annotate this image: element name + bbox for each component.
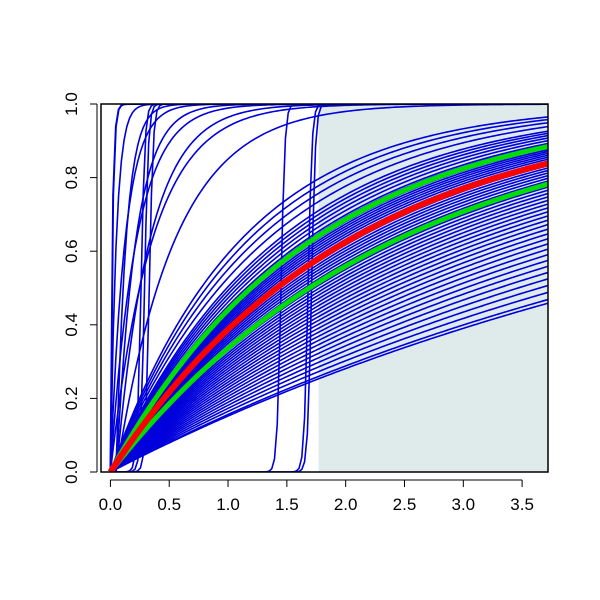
ensemble-curve	[109, 118, 548, 472]
series-layer	[107, 104, 548, 472]
ensemble-curve	[109, 211, 548, 472]
ensemble-curve	[109, 253, 548, 472]
ensemble-curve	[109, 219, 548, 472]
mean-curve	[107, 160, 548, 472]
ensemble-curve	[109, 196, 548, 472]
band-curve	[108, 181, 548, 472]
band-curve	[108, 144, 548, 472]
ensemble-curve	[109, 152, 548, 472]
ensemble-curve	[109, 134, 548, 472]
y-tick-label: 0.2	[62, 387, 81, 411]
ensemble-curve	[109, 137, 548, 472]
x-tick-label: 1.0	[216, 495, 240, 514]
ensemble-curve	[109, 189, 548, 472]
ensemble-curve	[109, 154, 548, 472]
x-tick-label: 2.0	[334, 495, 358, 514]
x-tick-label: 2.5	[393, 495, 417, 514]
plot-frame	[100, 103, 549, 473]
x-tick-label: 1.5	[275, 495, 299, 514]
ensemble-curve	[109, 169, 548, 472]
ensemble-curve	[109, 243, 548, 472]
ensemble-curve	[109, 271, 548, 472]
ensemble-curve	[109, 203, 548, 472]
x-axis: 0.0 0.5 1.0 1.5 2.0 2.5 3.0 3.5	[99, 479, 534, 514]
ensemble-fast-curve	[109, 104, 548, 472]
y-tick-label: 0.0	[62, 460, 81, 484]
x-tick-label: 0.0	[99, 495, 123, 514]
ensemble-curve	[109, 172, 548, 472]
y-tick-label: 1.0	[62, 92, 81, 116]
ensemble-curve	[109, 139, 548, 472]
ensemble-curve	[110, 302, 548, 472]
ensemble-curve	[109, 215, 548, 472]
x-tick-label: 3.5	[510, 495, 534, 514]
ensemble-curve	[109, 259, 548, 472]
ensemble-curve	[109, 248, 548, 472]
ensemble-curve	[109, 223, 548, 472]
ensemble-curve	[109, 228, 548, 472]
ensemble-curve	[109, 265, 548, 472]
ensemble-curve	[109, 238, 548, 472]
ensemble-curve	[109, 278, 548, 472]
ensemble-curve	[109, 174, 548, 472]
ensemble-curve	[109, 130, 548, 472]
ensemble-curve	[110, 298, 548, 472]
y-tick-label: 0.4	[62, 313, 81, 337]
ensemble-curve	[109, 116, 548, 472]
ensemble-curve	[109, 125, 548, 472]
ensemble-curve	[109, 199, 548, 472]
y-axis: 0.0 0.2 0.4 0.6 0.8 1.0	[62, 92, 98, 484]
ensemble-curve	[109, 192, 548, 472]
ensemble-curve	[109, 132, 548, 472]
y-tick-label: 0.8	[62, 166, 81, 190]
ensemble-curve	[110, 284, 548, 472]
y-tick-label: 0.6	[62, 239, 81, 263]
x-tick-label: 0.5	[157, 495, 181, 514]
ensemble-curve	[110, 291, 548, 472]
ensemble-curve	[109, 207, 548, 472]
ensemble-curve	[109, 156, 548, 472]
ensemble-curve	[109, 150, 548, 472]
ensemble-curve	[109, 233, 548, 472]
x-tick-label: 3.0	[451, 495, 475, 514]
ensemble-curve	[109, 121, 548, 472]
